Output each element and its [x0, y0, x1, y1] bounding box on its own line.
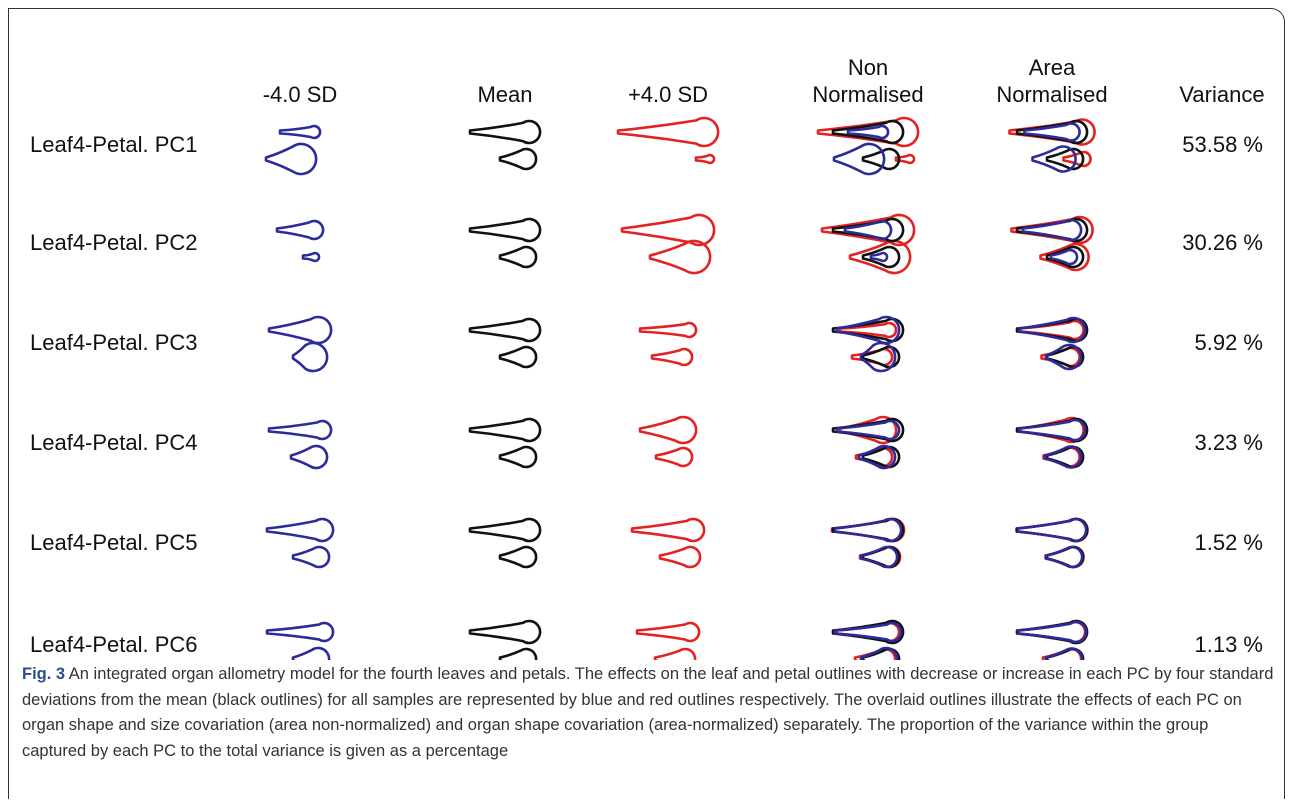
leaf-outline [267, 623, 333, 641]
leaf-outline [269, 421, 331, 439]
leaf-outline [470, 121, 540, 143]
petal-outline [500, 547, 536, 567]
petal-outline [500, 149, 536, 169]
leaf-outline [267, 519, 333, 541]
petal-outline [500, 649, 536, 660]
leaf-outline [269, 317, 331, 343]
row-label: Leaf4-Petal. PC3 [30, 330, 198, 356]
leaf-outline [833, 519, 903, 541]
petal-outline [656, 448, 692, 466]
leaf-outline [277, 221, 323, 239]
leaf-outline [470, 219, 540, 241]
column-header: +4.0 SD [598, 81, 738, 108]
petal-outline [852, 349, 892, 365]
row-label: Leaf4-Petal. PC1 [30, 132, 198, 158]
petal-outline [293, 343, 327, 371]
petal-outline [871, 253, 887, 261]
leaf-outline [470, 419, 540, 441]
leaf-outline [470, 519, 540, 541]
petal-outline [303, 253, 319, 261]
leaf-outline [280, 126, 320, 138]
petal-outline [1047, 149, 1083, 169]
column-header: Mean [435, 81, 575, 108]
row-label: Leaf4-Petal. PC5 [30, 530, 198, 556]
petal-outline [500, 347, 536, 367]
variance-value: 5.92 % [1195, 330, 1264, 356]
leaf-outline [618, 118, 718, 146]
leaf-outline [832, 519, 904, 541]
petal-outline [291, 446, 327, 468]
petal-outline [500, 447, 536, 467]
leaf-outline [637, 623, 699, 641]
variance-value: 1.13 % [1195, 632, 1264, 658]
column-header: Non Normalised [798, 54, 938, 108]
petal-outline [293, 648, 329, 660]
column-header: Area Normalised [982, 54, 1122, 108]
petal-outline [293, 547, 329, 567]
variance-value: 3.23 % [1195, 430, 1264, 456]
column-header: Variance [1152, 81, 1292, 108]
petal-outline [500, 247, 536, 267]
leaf-outline [640, 323, 696, 337]
petal-outline [1046, 547, 1082, 567]
petal-outline [861, 547, 897, 567]
variance-value: 53.58 % [1182, 132, 1263, 158]
leaf-outline [835, 519, 901, 541]
petal-outline [660, 547, 700, 567]
variance-value: 1.52 % [1195, 530, 1264, 556]
caption-text: An integrated organ allometry model for … [22, 665, 1273, 760]
caption-label: Fig. 3 [22, 665, 65, 683]
page: Fig. 3 An integrated organ allometry mod… [0, 0, 1293, 803]
leaf-outline [470, 319, 540, 341]
leaf-outline [822, 215, 914, 245]
petal-outline [266, 144, 316, 174]
petal-outline [834, 144, 884, 174]
leaf-outline [622, 215, 714, 245]
petal-outline [1046, 345, 1081, 369]
leaf-outline [1017, 621, 1087, 643]
petal-outline [861, 343, 895, 371]
petal-outline [1064, 152, 1091, 166]
leaf-outline [837, 317, 899, 343]
caption: Fig. 3 An integrated organ allometry mod… [22, 662, 1277, 764]
leaf-outline [1018, 519, 1086, 541]
leaf-outline [1021, 418, 1084, 442]
leaf-outline [1017, 519, 1087, 541]
leaf-outline [632, 519, 704, 541]
petal-outline [655, 649, 695, 660]
leaf-outline [1025, 123, 1080, 140]
petal-outline [696, 155, 714, 163]
column-header: -4.0 SD [230, 81, 370, 108]
leaf-outline [640, 417, 696, 443]
petal-outline [652, 349, 692, 365]
row-label: Leaf4-Petal. PC4 [30, 430, 198, 456]
variance-value: 30.26 % [1182, 230, 1263, 256]
row-label: Leaf4-Petal. PC6 [30, 632, 198, 658]
leaf-outline [470, 621, 540, 643]
leaf-outline [1017, 519, 1088, 541]
row-label: Leaf4-Petal. PC2 [30, 230, 198, 256]
